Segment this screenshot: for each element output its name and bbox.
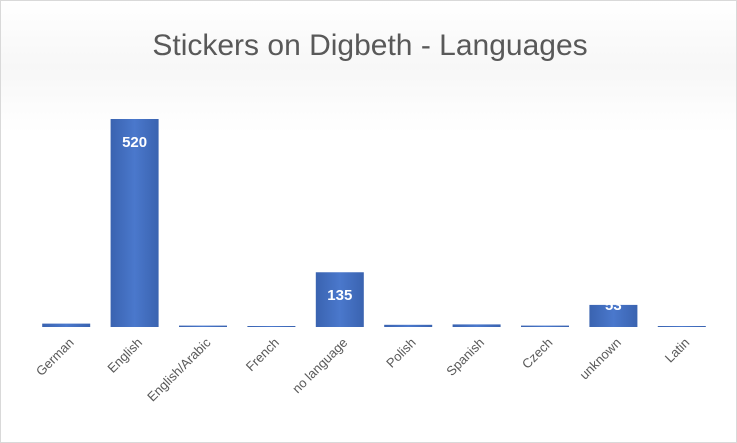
data-label: 1 xyxy=(541,297,549,314)
data-label: 4 xyxy=(472,297,481,314)
data-label: 1 xyxy=(199,297,207,314)
bar xyxy=(179,325,227,327)
data-label: 0 xyxy=(678,297,686,314)
bar xyxy=(42,323,91,327)
data-label: 6 xyxy=(62,297,70,314)
bar xyxy=(452,324,501,327)
data-label: 53 xyxy=(605,297,622,314)
bar xyxy=(315,272,364,327)
bar xyxy=(110,119,159,327)
data-label: 135 xyxy=(327,287,352,304)
bar xyxy=(521,325,569,327)
bar xyxy=(657,326,706,327)
bar xyxy=(247,326,296,327)
data-label: 3 xyxy=(404,297,412,314)
chart-title: Stickers on Digbeth - Languages xyxy=(152,29,587,62)
bar xyxy=(384,324,433,327)
bar xyxy=(589,304,638,327)
data-label: 0 xyxy=(267,297,275,314)
data-label: 520 xyxy=(122,134,147,151)
